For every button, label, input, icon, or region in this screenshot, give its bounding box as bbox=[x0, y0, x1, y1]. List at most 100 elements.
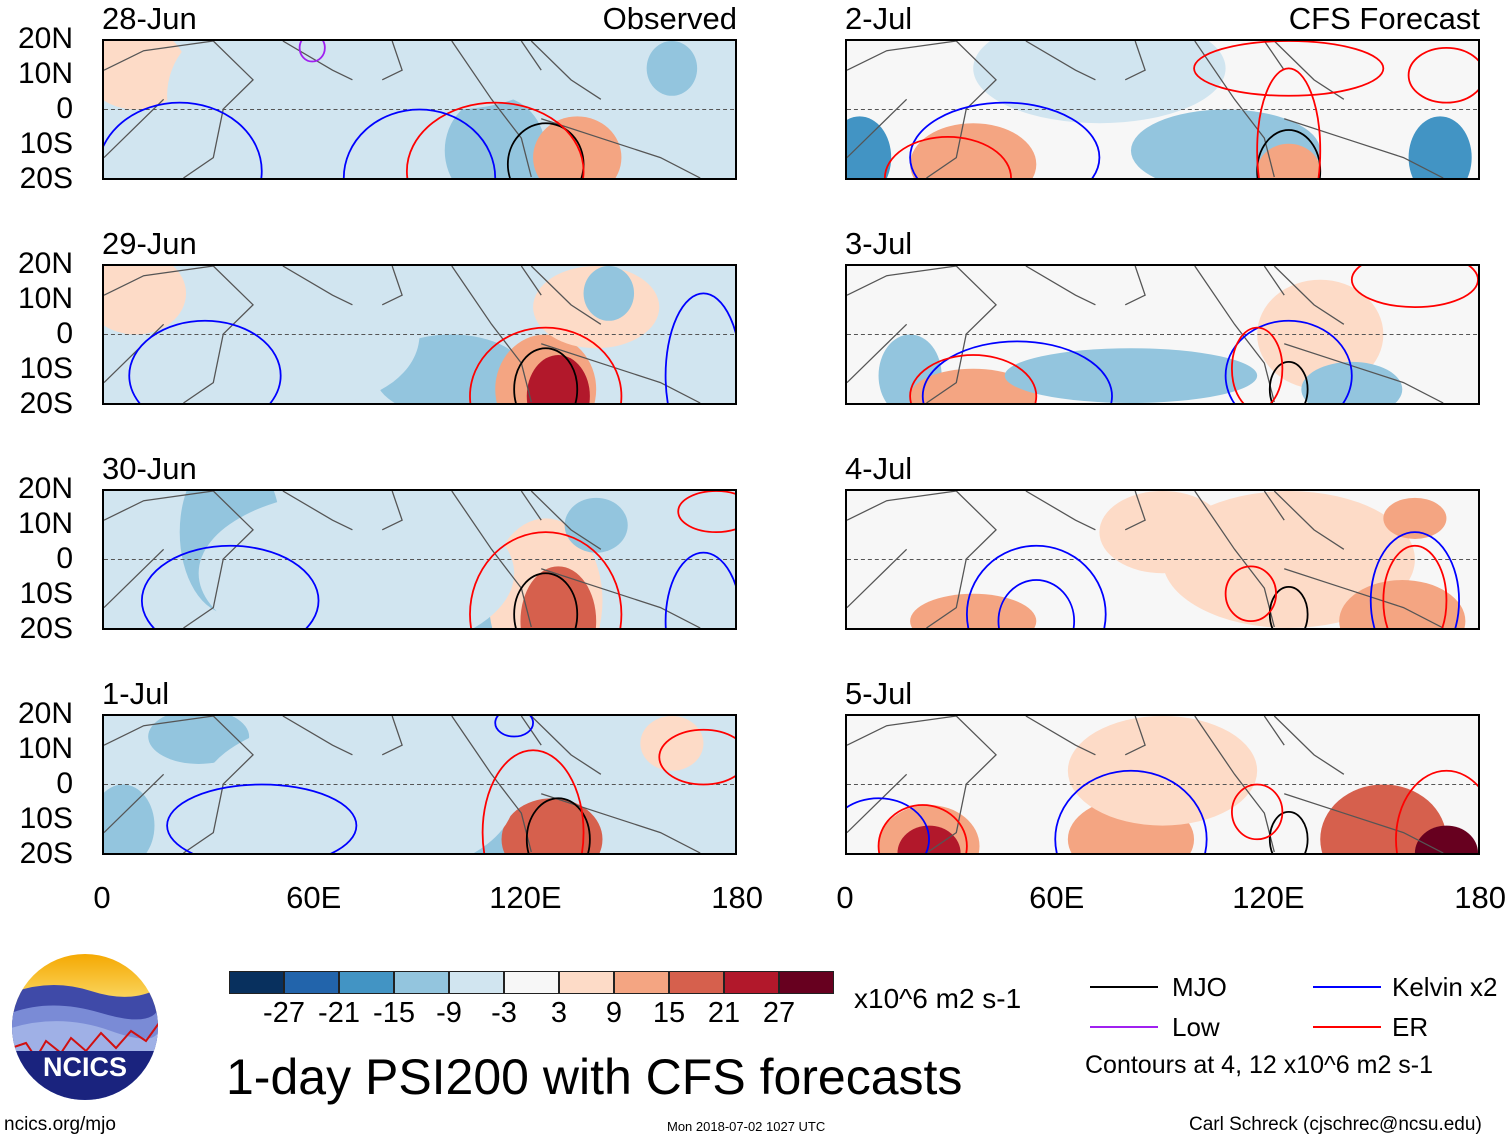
lat-tick-label: 20S bbox=[19, 387, 73, 420]
map-panel bbox=[845, 489, 1480, 630]
wave-contour bbox=[525, 797, 591, 853]
colorbar-swatch bbox=[229, 971, 284, 994]
colorbar-label: -15 bbox=[373, 997, 415, 1029]
lat-tick-label: 10S bbox=[19, 127, 73, 160]
wave-contour bbox=[664, 292, 735, 403]
legend-low-line bbox=[1090, 1026, 1158, 1028]
anomaly-shading bbox=[1320, 784, 1447, 853]
wave-contour bbox=[1268, 361, 1309, 403]
wave-contour bbox=[1256, 67, 1322, 178]
wave-contour bbox=[1350, 266, 1478, 308]
panel-date: 29-Jun bbox=[102, 226, 197, 261]
coastline bbox=[847, 41, 1444, 178]
wave-contour bbox=[877, 804, 968, 853]
colorbar-swatch bbox=[724, 971, 779, 994]
colorbar-label: 15 bbox=[652, 997, 686, 1029]
coastline bbox=[847, 716, 1444, 853]
colorbar-label: 3 bbox=[550, 997, 568, 1029]
coastline bbox=[104, 491, 701, 628]
colorbar-swatch bbox=[394, 971, 449, 994]
wave-contour bbox=[469, 326, 623, 403]
footer-url[interactable]: ncics.org/mjo bbox=[4, 1114, 116, 1135]
legend-er-line bbox=[1313, 1026, 1381, 1028]
wave-contour bbox=[140, 544, 320, 628]
wave-contour bbox=[1382, 544, 1448, 628]
map-panel bbox=[845, 714, 1480, 855]
legend-low-label: Low bbox=[1172, 1012, 1220, 1042]
wave-contour bbox=[494, 716, 534, 738]
wave-contour bbox=[1224, 319, 1353, 403]
panel-date: 28-Jun bbox=[102, 1, 197, 36]
lon-tick-label: 120E bbox=[489, 880, 562, 915]
wave-contour bbox=[469, 531, 623, 628]
lat-tick-label: 0 bbox=[56, 92, 73, 125]
wave-contour bbox=[481, 749, 585, 853]
colorbar-label: 9 bbox=[605, 997, 623, 1029]
anomaly-shading bbox=[444, 95, 546, 178]
panel-label: Observed bbox=[602, 1, 737, 36]
coastline bbox=[847, 491, 1444, 628]
colorbar-label: -21 bbox=[318, 997, 360, 1029]
wave-contour bbox=[909, 354, 1038, 403]
anomaly-shading bbox=[104, 266, 187, 335]
map-panel bbox=[102, 39, 737, 180]
wave-contour bbox=[677, 491, 735, 533]
wave-contour bbox=[909, 101, 1101, 178]
lon-tick-label: 180 bbox=[1454, 880, 1506, 915]
wave-contour bbox=[997, 579, 1076, 628]
wave-contour bbox=[1268, 811, 1309, 853]
map-panel bbox=[102, 489, 737, 630]
colorbar-swatch bbox=[449, 971, 504, 994]
anomaly-shading bbox=[564, 497, 628, 553]
lat-tick-label: 20N bbox=[17, 247, 73, 280]
lat-tick-label: 20S bbox=[19, 837, 73, 870]
colorbar-swatch bbox=[779, 971, 834, 994]
lat-tick-label: 0 bbox=[56, 317, 73, 350]
colorbar-swatch bbox=[284, 971, 339, 994]
anomaly-shading bbox=[847, 116, 892, 178]
wave-contour bbox=[513, 347, 579, 403]
anomaly-shading bbox=[1408, 116, 1472, 178]
colorbar-label: -3 bbox=[491, 997, 517, 1029]
anomaly-shading bbox=[1004, 348, 1258, 403]
wave-contour bbox=[1395, 769, 1478, 853]
lat-tick-label: 10N bbox=[17, 732, 73, 765]
lon-tick-label: 180 bbox=[711, 880, 763, 915]
panel-date: 1-Jul bbox=[102, 676, 170, 711]
lat-tick-label: 0 bbox=[56, 542, 73, 575]
map-panel bbox=[845, 39, 1480, 180]
coastline bbox=[104, 41, 701, 178]
lat-tick-label: 10S bbox=[19, 802, 73, 835]
panel-date: 2-Jul bbox=[845, 1, 913, 36]
map-panel bbox=[845, 264, 1480, 405]
anomaly-shading bbox=[640, 716, 704, 771]
wave-contour bbox=[342, 108, 497, 178]
lat-tick-label: 20N bbox=[17, 472, 73, 505]
wave-contour bbox=[1268, 586, 1309, 628]
lon-tick-label: 120E bbox=[1232, 880, 1305, 915]
anomaly-shading bbox=[1099, 491, 1226, 574]
legend-er-label: ER bbox=[1392, 1012, 1429, 1042]
map-panel bbox=[102, 714, 737, 855]
legend-kelvin-label: Kelvin x2 bbox=[1392, 972, 1498, 1002]
lat-tick-label: 10N bbox=[17, 507, 73, 540]
colorbar-swatch bbox=[614, 971, 669, 994]
wave-contour bbox=[1193, 41, 1385, 97]
legend-mjo-label: MJO bbox=[1172, 972, 1227, 1002]
lat-tick-label: 10S bbox=[19, 352, 73, 385]
wave-contour bbox=[513, 572, 579, 628]
anomaly-shading bbox=[230, 266, 420, 403]
legend-kelvin-line bbox=[1313, 986, 1381, 988]
colorbar-units: x10^6 m2 s-1 bbox=[854, 983, 1022, 1014]
legend-mjo-line bbox=[1090, 986, 1158, 988]
colorbar-swatch bbox=[669, 971, 724, 994]
lat-tick-label: 10N bbox=[17, 57, 73, 90]
panel-label: CFS Forecast bbox=[1288, 1, 1480, 36]
wave-contour bbox=[128, 319, 282, 403]
map-panel bbox=[102, 264, 737, 405]
anomaly-shading bbox=[104, 41, 187, 110]
colorbar-swatch bbox=[559, 971, 614, 994]
wave-contour bbox=[298, 41, 326, 63]
colorbar-swatch bbox=[339, 971, 394, 994]
wave-contour bbox=[658, 728, 735, 786]
